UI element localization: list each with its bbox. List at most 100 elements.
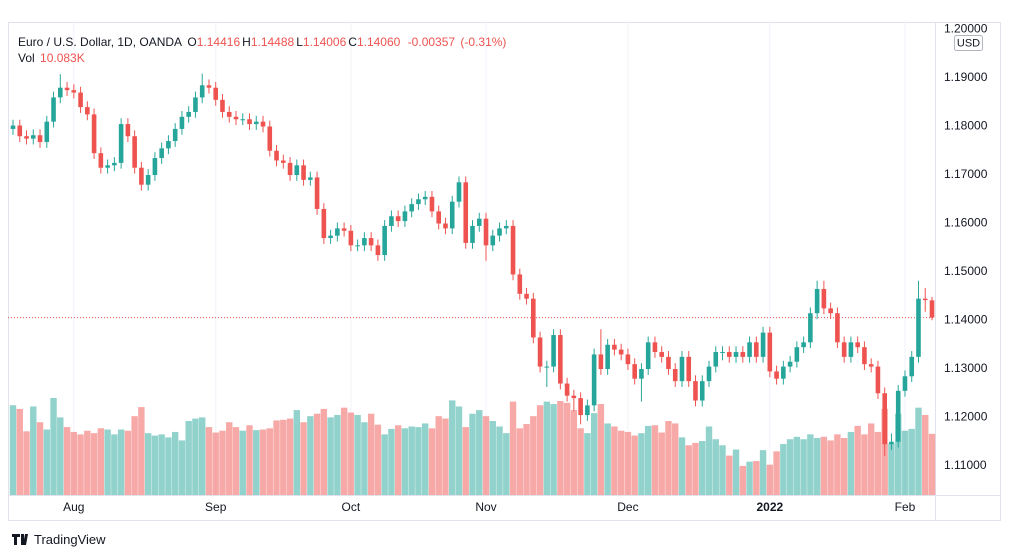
volume-bar xyxy=(43,429,50,495)
volume-bar xyxy=(739,465,746,495)
candle-body xyxy=(416,199,421,205)
candle-body xyxy=(760,332,766,357)
volume-bar xyxy=(219,430,226,495)
candle-body xyxy=(85,107,90,115)
volume-bar xyxy=(259,429,267,495)
quote: O1.14416 H1.14488 L1.14006 C1.14060 xyxy=(187,35,402,49)
volume-bar xyxy=(503,433,510,495)
volume-bar xyxy=(226,422,233,495)
volume-bar xyxy=(394,425,402,495)
volume-bar xyxy=(334,414,341,495)
candle-body xyxy=(740,352,746,357)
volume-bar xyxy=(692,442,699,495)
volume-bar xyxy=(766,464,774,495)
volume-bar xyxy=(584,433,591,495)
candle-body xyxy=(220,99,225,112)
volume-bar xyxy=(604,423,611,495)
candle-body xyxy=(132,136,137,168)
volume-bar xyxy=(144,433,152,495)
volume-bar xyxy=(300,422,307,495)
candle-body xyxy=(693,381,698,401)
volume-bar xyxy=(861,434,868,495)
volume-bar xyxy=(780,444,787,495)
candle-body xyxy=(395,216,401,222)
y-tick-label: 1.14000 xyxy=(944,313,988,327)
candle-body xyxy=(145,175,151,185)
candle-body xyxy=(909,356,915,377)
volume-bar xyxy=(401,428,409,495)
volume-bar xyxy=(388,428,395,495)
volume-bar xyxy=(266,428,273,495)
volume-bar xyxy=(23,431,30,495)
volume-bar xyxy=(286,418,294,495)
candle-body xyxy=(618,349,624,355)
volume-bar xyxy=(759,450,767,495)
volume-bar xyxy=(239,430,246,495)
candle-body xyxy=(287,162,293,176)
candle-body xyxy=(470,225,475,243)
candle-body xyxy=(510,225,516,275)
volume-bar xyxy=(915,407,922,495)
candle-body xyxy=(483,218,489,246)
volume-bar xyxy=(354,414,361,495)
candle-body xyxy=(922,298,928,301)
volume-bar xyxy=(590,413,598,495)
quote-row: Euro / U.S. Dollar, 1D, OANDA O1.14416 H1… xyxy=(18,34,508,50)
candle-body xyxy=(848,342,854,357)
volume-bar xyxy=(415,427,422,495)
volume-bar xyxy=(928,433,936,495)
volume-bar xyxy=(84,430,91,495)
candle-body xyxy=(754,342,759,357)
volume-bar xyxy=(50,397,57,495)
candle-body xyxy=(37,135,43,143)
volume-bar xyxy=(631,435,638,495)
change-pct: (-0.31%) xyxy=(460,35,507,49)
volume-bar xyxy=(834,434,841,495)
candle-body xyxy=(672,369,678,382)
volume-bar xyxy=(340,407,348,495)
candle-body xyxy=(868,364,874,367)
volume-bar xyxy=(435,416,442,495)
candle-body xyxy=(679,356,685,382)
candle-body xyxy=(429,196,435,212)
volume-bar xyxy=(516,428,524,495)
candle-body xyxy=(835,313,840,343)
candle-body xyxy=(375,245,381,256)
candle-body xyxy=(253,121,259,125)
volume-bar xyxy=(151,435,159,495)
volume-bar xyxy=(624,431,632,495)
volume-bar xyxy=(678,437,686,495)
volume-bar xyxy=(658,432,665,495)
volume-bar xyxy=(874,431,882,495)
candles xyxy=(8,73,935,456)
y-tick-label: 1.18000 xyxy=(944,119,988,133)
candle-body xyxy=(240,119,246,121)
candle-body xyxy=(362,238,367,246)
branding: TradingView xyxy=(12,532,106,547)
volume-bar xyxy=(171,431,179,495)
candle-body xyxy=(10,125,16,129)
candle-body xyxy=(118,124,124,163)
quote-key: O xyxy=(187,35,197,49)
volume-bar xyxy=(895,413,902,495)
candle-body xyxy=(862,347,867,365)
candle-body xyxy=(443,223,448,229)
axes: 1.11000 1.12000 1.13000 1.14000 1.15000 1.160… xyxy=(63,22,988,514)
candle-body xyxy=(929,300,935,318)
x-tick-label: Dec xyxy=(617,500,638,514)
volume-bar xyxy=(428,428,436,495)
candle-body xyxy=(64,87,70,91)
candle-body xyxy=(733,352,739,357)
candle-body xyxy=(612,344,617,350)
candle-body xyxy=(875,366,881,394)
volume-bar xyxy=(840,437,848,495)
candle-body xyxy=(699,381,705,401)
candle-body xyxy=(463,182,469,243)
volume-bar xyxy=(922,414,929,495)
candle-body xyxy=(456,182,462,202)
volume-bar xyxy=(476,410,483,495)
volume-bar xyxy=(273,420,280,495)
candle-body xyxy=(814,288,820,314)
x-tick-label: Aug xyxy=(63,500,84,514)
